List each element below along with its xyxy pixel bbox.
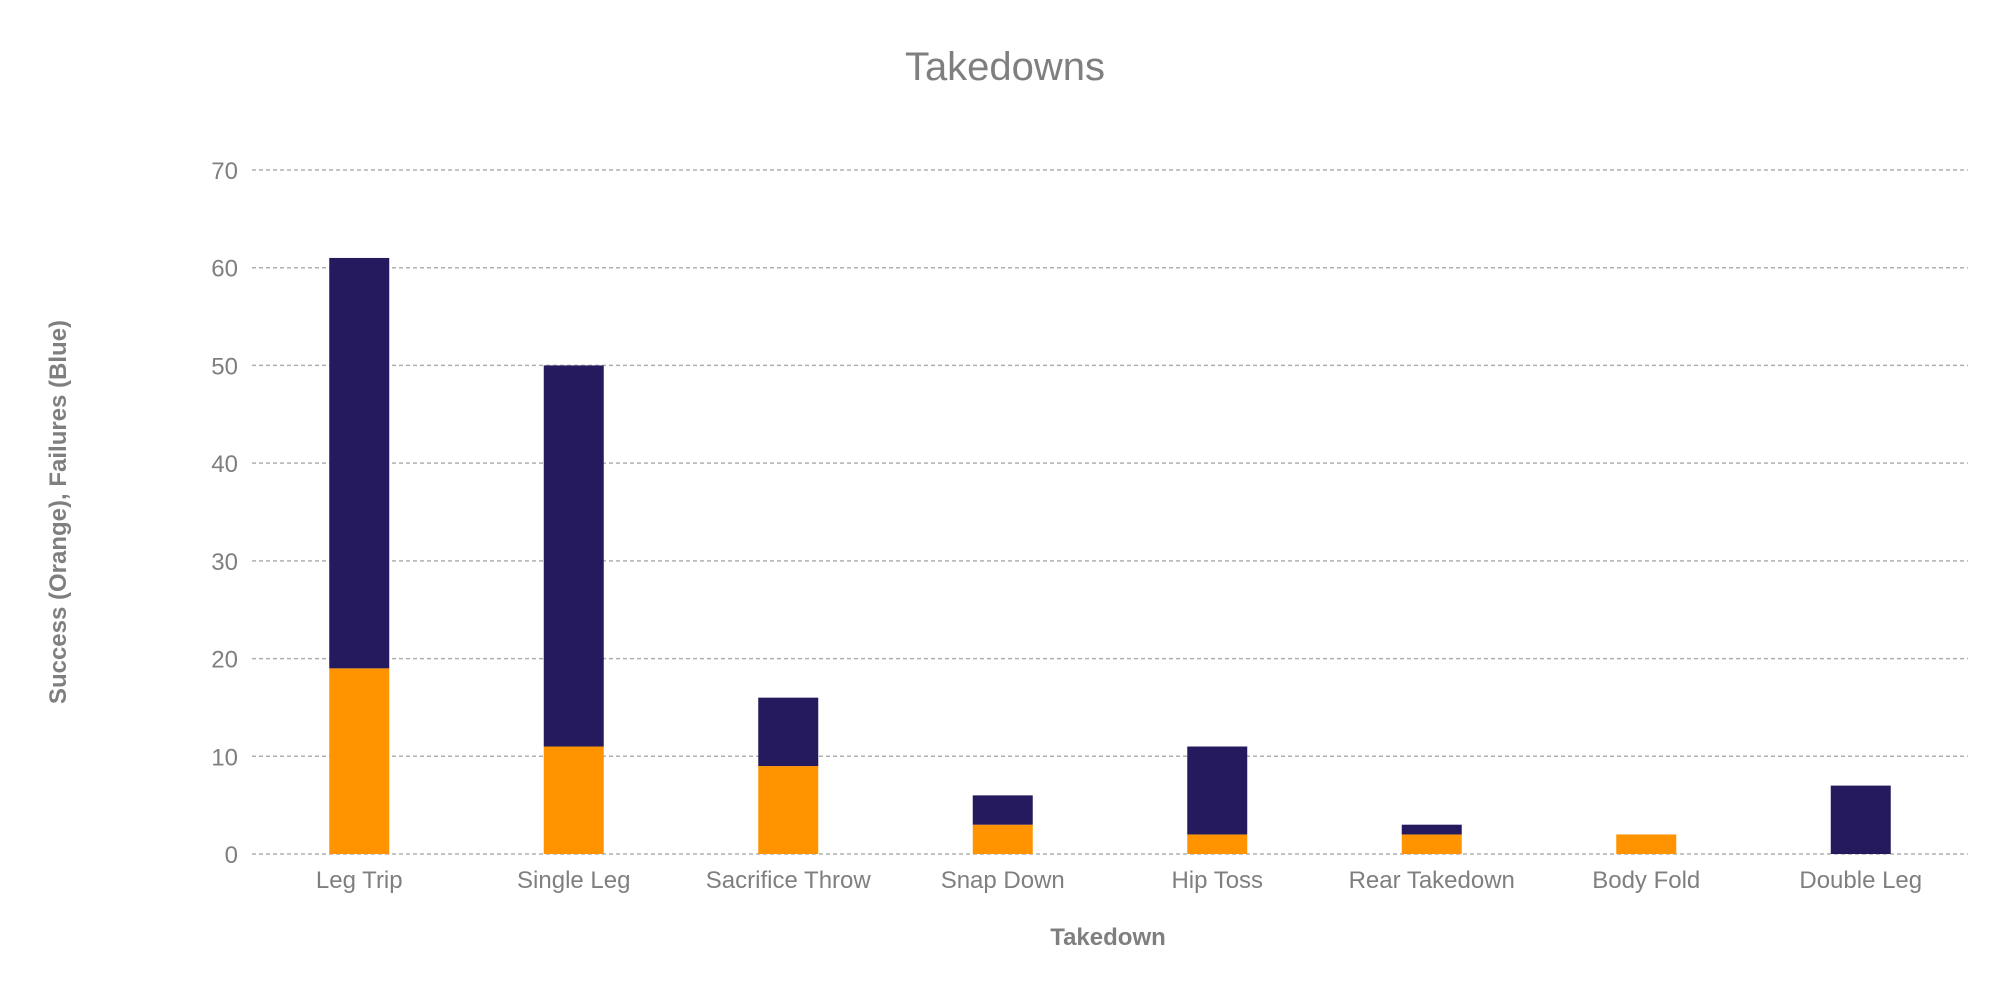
bars	[329, 257, 1891, 854]
y-tick-label: 0	[225, 842, 238, 869]
bar-failures-rear-takedown	[1401, 824, 1462, 835]
y-tick-label: 40	[211, 451, 238, 478]
y-axis-label: Success (Orange), Failures (Blue)	[45, 320, 72, 704]
x-tick-label: Rear Takedown	[1349, 867, 1515, 894]
x-tick-label: Hip Toss	[1171, 867, 1263, 894]
x-tick-label: Sacrifice Throw	[706, 867, 872, 894]
bar-failures-double-leg	[1830, 785, 1891, 854]
bar-success-hip-toss	[1187, 834, 1248, 854]
bar-success-rear-takedown	[1401, 834, 1462, 854]
x-axis-label: Takedown	[1050, 924, 1166, 951]
bar-success-sacrifice-throw	[758, 766, 819, 854]
bar-success-leg-trip	[329, 668, 390, 854]
x-tick-label: Leg Trip	[316, 867, 403, 894]
gridlines	[252, 169, 1968, 855]
bar-failures-single-leg	[543, 365, 604, 747]
y-tick-label: 60	[211, 256, 238, 283]
y-tick-label: 50	[211, 353, 238, 380]
x-tick-label: Single Leg	[517, 867, 630, 894]
bar-failures-snap-down	[972, 795, 1033, 825]
bar-failures-leg-trip	[329, 257, 390, 669]
y-tick-label: 30	[211, 549, 238, 576]
x-tick-label: Snap Down	[941, 867, 1065, 894]
y-tick-labels: 0 10 20 30 40 50 60 70	[211, 158, 238, 869]
x-tick-labels: Leg Trip Single Leg Sacrifice Throw Snap Do…	[316, 867, 1922, 894]
bar-success-single-leg	[543, 746, 604, 854]
chart-title: Takedowns	[905, 45, 1105, 89]
bar-failures-sacrifice-throw	[758, 697, 819, 767]
bar-failures-hip-toss	[1187, 746, 1248, 835]
y-tick-label: 20	[211, 647, 238, 674]
x-tick-label: Double Leg	[1799, 867, 1922, 894]
bar-success-snap-down	[972, 824, 1033, 854]
x-tick-label: Body Fold	[1592, 867, 1700, 894]
y-tick-label: 70	[211, 158, 238, 185]
bar-success-body-fold	[1616, 834, 1677, 854]
y-tick-label: 10	[211, 744, 238, 771]
